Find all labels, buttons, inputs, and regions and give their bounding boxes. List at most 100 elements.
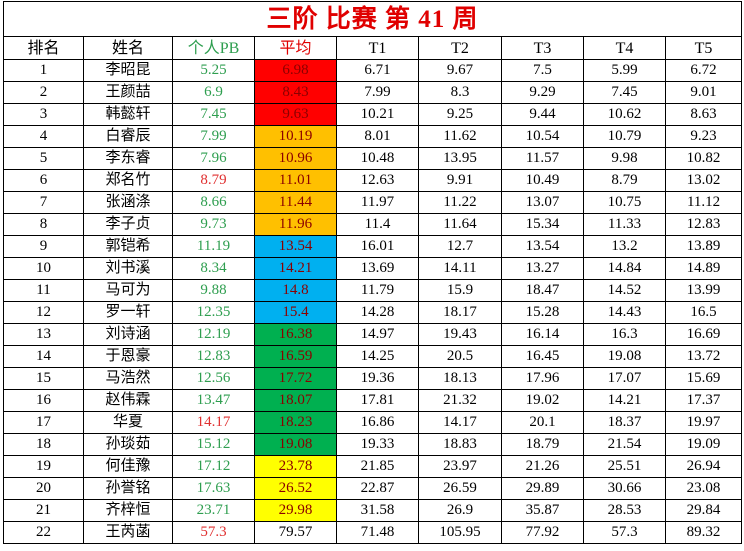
table-cell: 14.21 [254, 257, 337, 280]
table-cell: 29.98 [254, 499, 337, 522]
table-row: 11 马可为 9.88 14.8 11.79 15.9 18.47 14.52 13.99 [3, 279, 743, 302]
table-cell: 25.51 [583, 455, 666, 478]
table-cell: 17.12 [172, 455, 255, 478]
table-cell: 8.79 [583, 169, 666, 192]
table-cell: 5.25 [172, 59, 255, 82]
table-row: 1 李昭昆 5.25 6.98 6.71 9.67 7.5 5.99 6.72 [3, 59, 743, 82]
table-cell: 13.27 [501, 257, 584, 280]
table-cell: 7.5 [501, 59, 584, 82]
table-cell: 15.4 [254, 301, 337, 324]
table-cell: 9.63 [254, 103, 337, 126]
table-cell: 22 [3, 521, 84, 544]
table-cell: 12.63 [336, 169, 419, 192]
table-cell: 12.7 [418, 235, 502, 258]
table-cell: 19.43 [418, 323, 502, 346]
table-cell: 16.5 [664, 301, 743, 324]
table-cell: 28.53 [583, 499, 666, 522]
table-cell: 17.37 [664, 389, 743, 412]
table-cell: 15.69 [664, 367, 743, 390]
table-cell: 赵伟霖 [83, 389, 173, 412]
table-cell: 20.1 [501, 411, 584, 434]
table-cell: 16.69 [664, 323, 743, 346]
table-cell: 15 [3, 367, 84, 390]
table-cell: 郑名竹 [83, 169, 173, 192]
table-row: 15 马浩然 12.56 17.72 19.36 18.13 17.96 17.07 15.69 [3, 367, 743, 390]
table-row: 4 白睿辰 7.99 10.19 8.01 11.62 10.54 10.79 9.23 [3, 125, 743, 148]
table-cell: 18.83 [418, 433, 502, 456]
table-cell: 19.97 [664, 411, 743, 434]
table-row: 10 刘书溪 8.34 14.21 13.69 14.11 13.27 14.84 14.89 [3, 257, 743, 280]
table-cell: 8 [3, 213, 84, 236]
table-cell: 9.44 [501, 103, 584, 126]
table-cell: 18.13 [418, 367, 502, 390]
table-cell: 17.81 [336, 389, 419, 412]
table-cell: 21.32 [418, 389, 502, 412]
table-cell: 13.54 [501, 235, 584, 258]
table-cell: 20.5 [418, 345, 502, 368]
table-cell: 11.62 [418, 125, 502, 148]
table-cell: 10.82 [664, 147, 743, 170]
table-cell: 9.29 [501, 81, 584, 104]
table-cell: 马浩然 [83, 367, 173, 390]
table-cell: 11.44 [254, 191, 337, 214]
table-cell: 16.14 [501, 323, 584, 346]
table-cell: 齐梓恒 [83, 499, 173, 522]
table-cell: 7.99 [172, 125, 255, 148]
table-cell: 10.62 [583, 103, 666, 126]
table-cell: 17.96 [501, 367, 584, 390]
table-cell: 10.49 [501, 169, 584, 192]
table-cell: 罗一轩 [83, 301, 173, 324]
table-cell: 14.17 [172, 411, 255, 434]
table-cell: 13.47 [172, 389, 255, 412]
table-cell: 57.3 [583, 521, 666, 544]
table-cell: 2 [3, 81, 84, 104]
table-cell: 刘诗涵 [83, 323, 173, 346]
table-cell: 11.19 [172, 235, 255, 258]
table-cell: 14 [3, 345, 84, 368]
table-cell: 71.48 [336, 521, 419, 544]
table-cell: 6.71 [336, 59, 419, 82]
table-cell: 9.88 [172, 279, 255, 302]
table-cell: 57.3 [172, 521, 255, 544]
table-cell: 16.86 [336, 411, 419, 434]
table-cell: 17 [3, 411, 84, 434]
table-cell: 李子贞 [83, 213, 173, 236]
table-cell: 16.38 [254, 323, 337, 346]
table-cell: 王颜喆 [83, 81, 173, 104]
header-cell: T4 [583, 36, 666, 60]
table-cell: 26.9 [418, 499, 502, 522]
table-cell: 6.72 [664, 59, 743, 82]
table-cell: 21.85 [336, 455, 419, 478]
table-row: 5 李东睿 7.96 10.96 10.48 13.95 11.57 9.98 10.82 [3, 147, 743, 170]
table-cell: 15.28 [501, 301, 584, 324]
table-cell: 何佳豫 [83, 455, 173, 478]
table-cell: 16.59 [254, 345, 337, 368]
table-cell: 6.9 [172, 81, 255, 104]
header-cell: T5 [664, 36, 743, 60]
table-cell: 10 [3, 257, 84, 280]
table-cell: 11.12 [664, 191, 743, 214]
table-cell: 4 [3, 125, 84, 148]
table-cell: 马可为 [83, 279, 173, 302]
title-row: 三阶 比赛 第 41 周 [2, 1, 743, 37]
table-cell: 26.94 [664, 455, 743, 478]
table-cell: 9.98 [583, 147, 666, 170]
table-cell: 12.83 [172, 345, 255, 368]
table-cell: 16 [3, 389, 84, 412]
table-cell: 刘书溪 [83, 257, 173, 280]
table-cell: 8.34 [172, 257, 255, 280]
header-cell: T3 [501, 36, 584, 60]
table-cell: 18.07 [254, 389, 337, 412]
header-cell: 排名 [3, 36, 84, 60]
table-cell: 20 [3, 477, 84, 500]
header-cell: T2 [418, 36, 502, 60]
table-cell: 29.84 [664, 499, 743, 522]
table-cell: 1 [3, 59, 84, 82]
table-cell: 13.72 [664, 345, 743, 368]
table-cell: 于恩豪 [83, 345, 173, 368]
table-cell: 7.99 [336, 81, 419, 104]
table-cell: 10.75 [583, 191, 666, 214]
table-cell: 19.02 [501, 389, 584, 412]
table-cell: 14.84 [583, 257, 666, 280]
table-cell: 14.8 [254, 279, 337, 302]
